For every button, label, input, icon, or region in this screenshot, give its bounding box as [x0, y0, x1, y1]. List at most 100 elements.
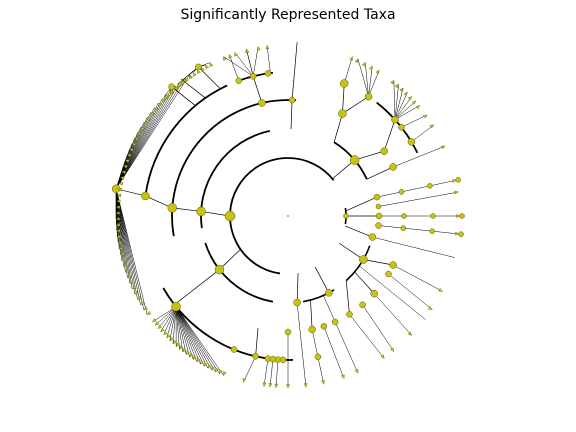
leaf-node: [143, 306, 148, 310]
branch-line: [314, 267, 330, 293]
taxon-node: [293, 298, 301, 307]
branch-line: [115, 188, 133, 289]
leaf-node: [169, 336, 174, 342]
taxon-node: [364, 92, 373, 101]
branch-line: [383, 119, 396, 152]
leaf-node: [160, 327, 165, 333]
taxon-node: [287, 215, 289, 217]
taxon-node: [249, 73, 257, 80]
branch-line: [332, 159, 355, 179]
branch-line: [364, 62, 369, 97]
taxon-node: [269, 355, 277, 363]
taxon-node: [375, 212, 383, 220]
leaf-node: [215, 367, 219, 373]
leaf-node: [117, 240, 123, 245]
taxon-node: [400, 225, 407, 231]
taxon-node: [338, 109, 347, 118]
branch-line: [296, 302, 307, 388]
branch-line: [376, 179, 457, 198]
leaf-node: [123, 164, 128, 169]
leaf-node: [399, 87, 404, 93]
leaf-node: [375, 69, 380, 75]
branch-line: [394, 88, 404, 120]
leaf-node: [440, 145, 446, 150]
leaf-node: [390, 347, 395, 352]
branch-line: [252, 76, 263, 104]
leaf-node: [166, 94, 171, 99]
taxon-node: [429, 228, 435, 234]
branch-line: [291, 42, 298, 101]
branch-line: [174, 269, 220, 305]
leaf-node: [423, 114, 428, 119]
leaf-node: [118, 182, 124, 186]
taxon-node: [235, 77, 242, 84]
leaf-node: [452, 179, 457, 183]
taxon-node: [314, 353, 322, 361]
leaf-node: [179, 345, 184, 350]
branch-line: [393, 145, 446, 168]
branch-line: [175, 306, 224, 376]
leaf-node: [428, 306, 433, 310]
leaf-node: [265, 44, 270, 50]
branch-line: [175, 306, 220, 374]
leaf-node: [196, 357, 201, 363]
leaf-node: [146, 310, 152, 315]
clade-arc: [200, 130, 271, 229]
taxon-node: [171, 301, 181, 312]
branch-line: [411, 124, 435, 143]
leaf-node: [154, 321, 160, 326]
leaf-node: [354, 58, 359, 64]
branch-line: [234, 52, 254, 77]
leaf-node: [157, 324, 162, 329]
taxon-node: [385, 270, 392, 278]
leaf-node: [407, 96, 413, 101]
leaf-node: [200, 359, 205, 365]
branch-line: [223, 56, 254, 77]
branch-line: [310, 300, 313, 330]
leaf-node: [455, 231, 460, 236]
branch-line: [263, 358, 269, 387]
branch-line: [378, 191, 459, 207]
branch-line: [175, 306, 180, 350]
leaf-node: [211, 366, 216, 371]
leaf-node: [150, 112, 155, 117]
branch-line: [160, 306, 177, 332]
branch-line: [115, 188, 138, 300]
branch-line: [175, 306, 194, 360]
leaf-node: [146, 117, 152, 122]
taxon-node: [195, 63, 202, 71]
leaf-node: [429, 124, 435, 129]
branch-line: [172, 306, 177, 344]
branch-line: [401, 114, 428, 128]
leaf-node: [163, 96, 169, 101]
branch-line: [175, 306, 213, 371]
taxon-node: [343, 213, 349, 219]
taxon-node: [359, 255, 368, 264]
leaf-node: [201, 67, 205, 72]
branch-line: [163, 306, 177, 335]
taxon-node: [288, 96, 296, 104]
leaf-node: [115, 217, 120, 221]
leaf-node: [152, 318, 157, 323]
leaf-node: [182, 347, 187, 353]
leaf-node: [123, 263, 128, 268]
taxon-node: [258, 99, 266, 107]
taxon-node: [458, 231, 464, 237]
taxon-node: [168, 83, 175, 90]
leaf-node: [268, 383, 273, 388]
branch-line: [180, 78, 206, 99]
branch-line: [394, 96, 412, 120]
taxon-node: [325, 289, 333, 297]
leaf-node: [456, 214, 461, 218]
leaf-node: [116, 199, 121, 204]
leaf-node: [126, 153, 132, 158]
branch-line: [115, 188, 148, 315]
clade-arc: [144, 84, 228, 197]
branch-line: [388, 273, 433, 310]
branch-line: [243, 356, 256, 383]
branch-line: [363, 259, 394, 266]
taxon-nodes: [111, 44, 465, 389]
leaf-node: [121, 170, 126, 175]
taxon-node: [430, 213, 436, 219]
